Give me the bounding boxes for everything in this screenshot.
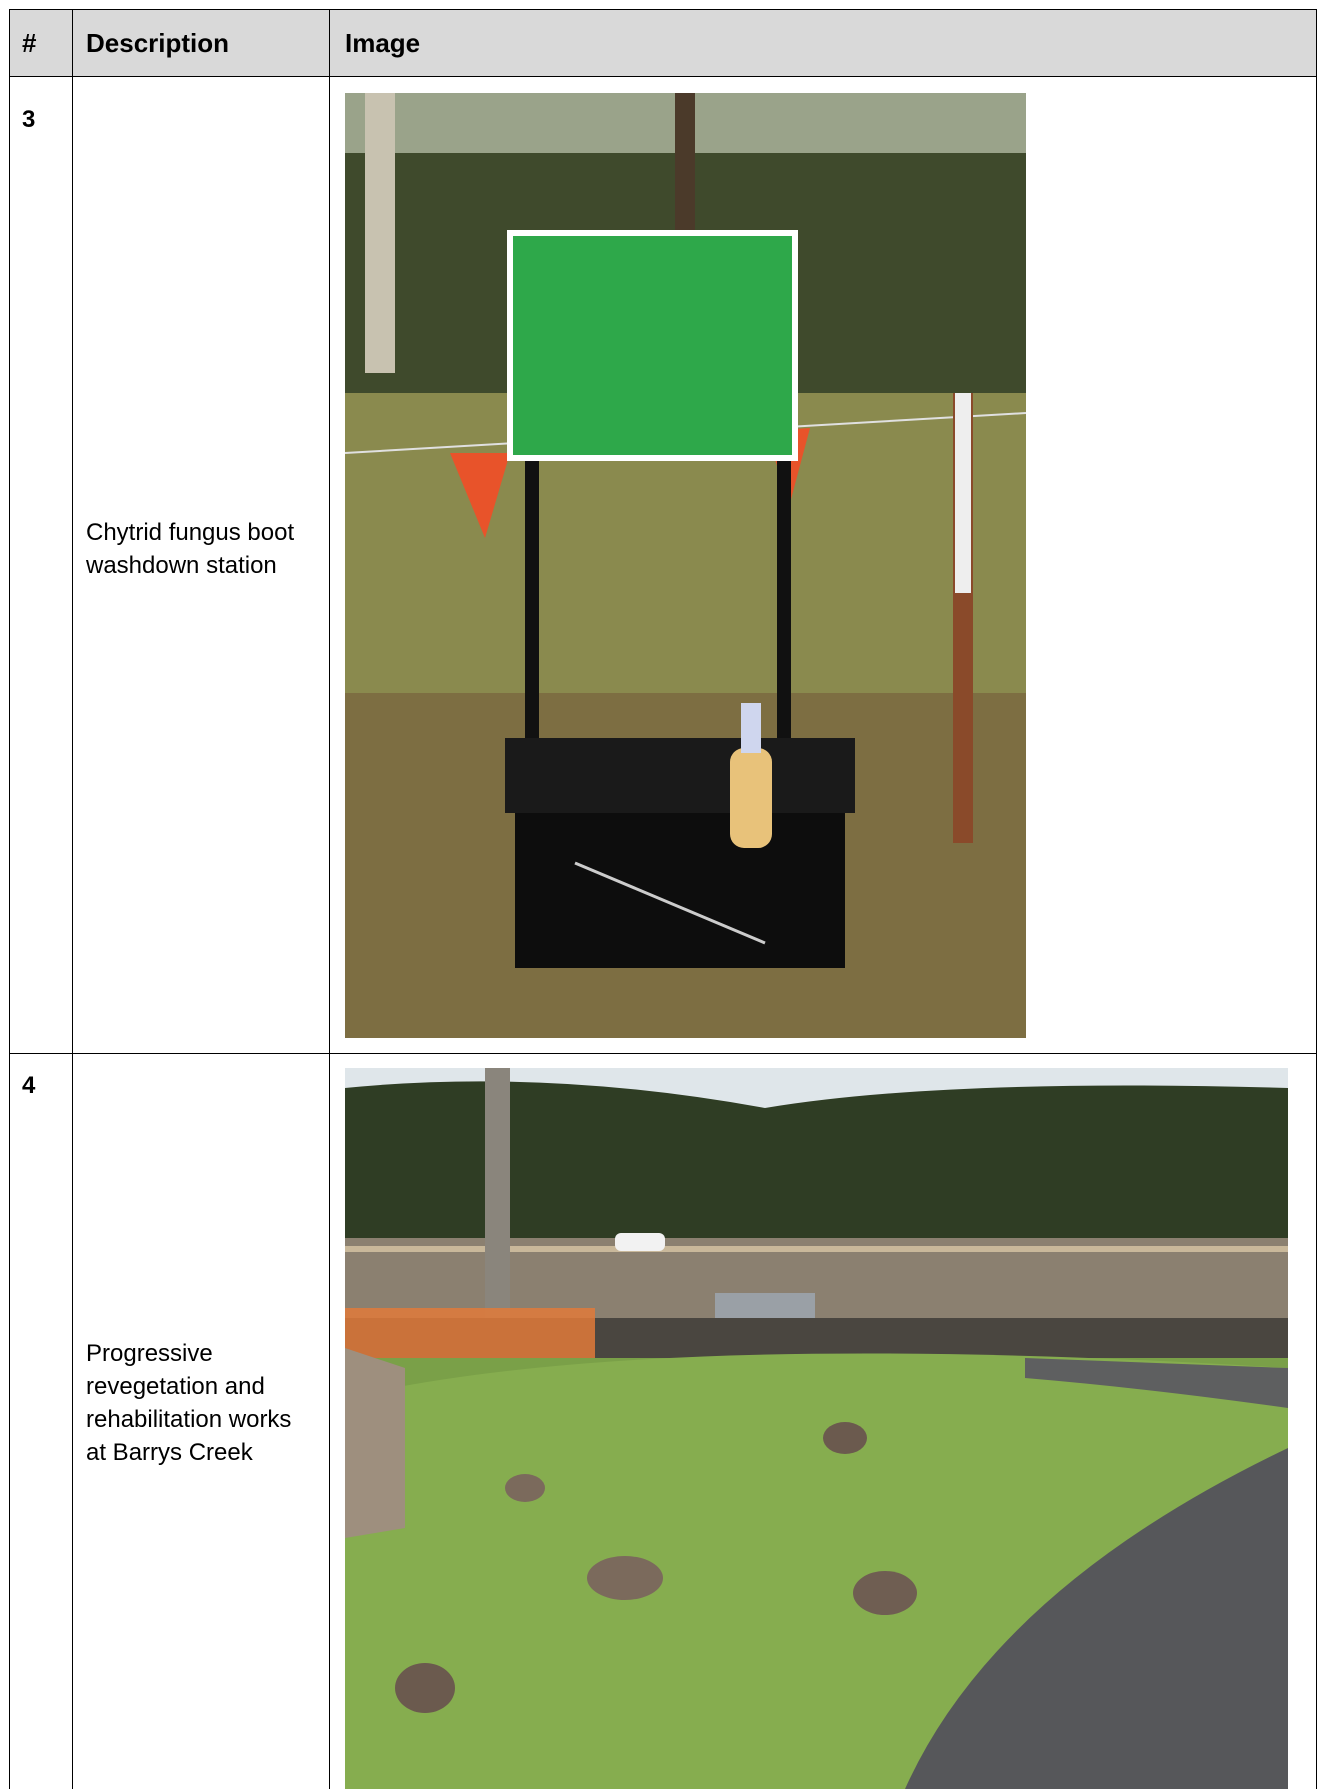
header-cell: Description <box>86 28 230 58</box>
border <box>9 9 10 1789</box>
row-description: Progressive revegetation and rehabilitat… <box>86 1340 292 1466</box>
header-cell: # <box>22 28 37 58</box>
border <box>72 9 73 1789</box>
row-description: Chytrid fungus boot washdown station <box>86 519 295 579</box>
header-cell: Image <box>345 28 421 58</box>
row-number: 4 <box>22 1072 36 1099</box>
border <box>9 76 1317 77</box>
border <box>9 1053 1317 1054</box>
photo <box>345 93 1026 1038</box>
row-number: 3 <box>22 106 36 133</box>
border <box>1316 9 1317 1789</box>
border <box>9 9 1317 10</box>
photo <box>345 1068 1288 1789</box>
border <box>329 9 330 1789</box>
header-row <box>9 9 1317 76</box>
